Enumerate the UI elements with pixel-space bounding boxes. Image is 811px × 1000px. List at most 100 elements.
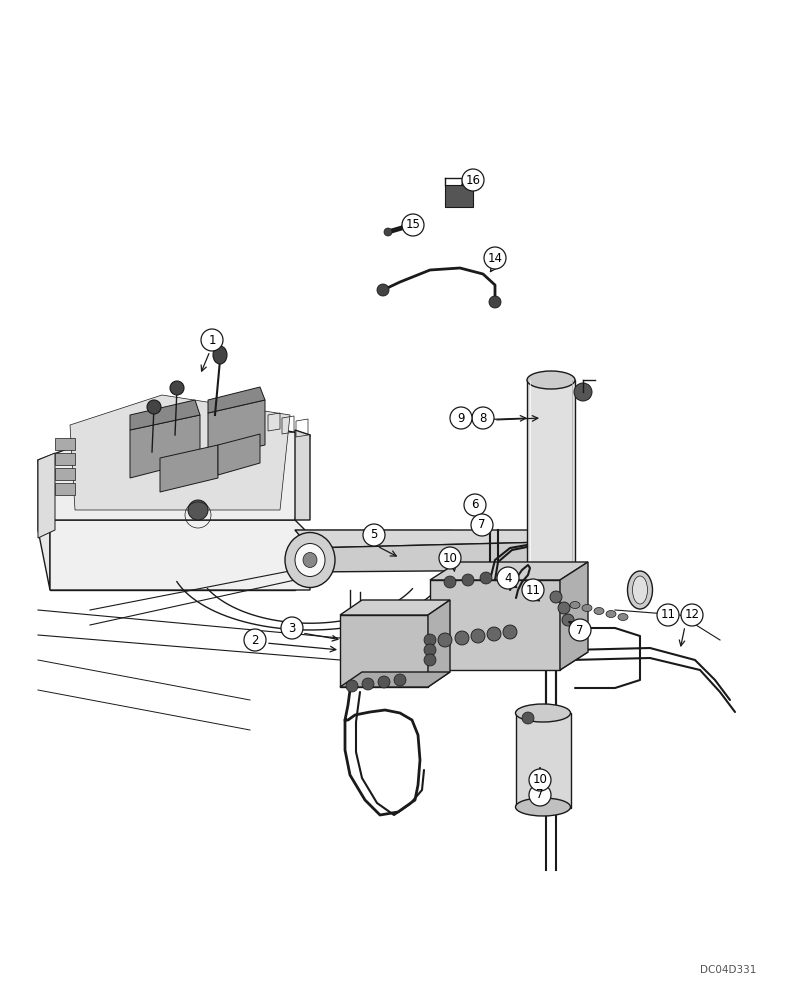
- Circle shape: [362, 678, 374, 690]
- Text: 16: 16: [465, 174, 480, 187]
- Polygon shape: [38, 460, 50, 590]
- Circle shape: [479, 572, 491, 584]
- Circle shape: [423, 644, 436, 656]
- Circle shape: [528, 784, 551, 806]
- Circle shape: [444, 576, 456, 588]
- Polygon shape: [340, 600, 449, 615]
- Text: 10: 10: [442, 552, 457, 564]
- Text: 8: 8: [478, 412, 486, 424]
- Text: 6: 6: [470, 498, 478, 512]
- Circle shape: [378, 676, 389, 688]
- Polygon shape: [160, 445, 217, 492]
- Bar: [55, 483, 75, 495]
- Text: 15: 15: [405, 219, 420, 232]
- Circle shape: [463, 494, 486, 516]
- Ellipse shape: [303, 552, 316, 568]
- Circle shape: [461, 574, 474, 586]
- Text: 7: 7: [576, 624, 583, 637]
- Circle shape: [521, 712, 534, 724]
- Polygon shape: [38, 453, 55, 538]
- Bar: [430, 580, 560, 670]
- Text: 11: 11: [525, 584, 540, 596]
- Polygon shape: [208, 387, 264, 413]
- Circle shape: [488, 296, 500, 308]
- Circle shape: [557, 602, 569, 614]
- Polygon shape: [38, 410, 310, 520]
- Ellipse shape: [605, 610, 616, 617]
- Text: 1: 1: [208, 334, 216, 347]
- Circle shape: [281, 617, 303, 639]
- Ellipse shape: [526, 371, 574, 389]
- Circle shape: [454, 631, 469, 645]
- Ellipse shape: [294, 544, 324, 576]
- Polygon shape: [340, 672, 449, 687]
- Circle shape: [569, 619, 590, 641]
- Polygon shape: [70, 395, 290, 510]
- Circle shape: [471, 407, 493, 429]
- Polygon shape: [130, 415, 200, 478]
- Ellipse shape: [627, 571, 652, 609]
- Circle shape: [439, 547, 461, 569]
- Polygon shape: [430, 562, 587, 580]
- Circle shape: [401, 214, 423, 236]
- Circle shape: [573, 383, 591, 401]
- Text: 9: 9: [457, 412, 464, 424]
- Circle shape: [423, 654, 436, 666]
- Text: 7: 7: [478, 518, 485, 532]
- Circle shape: [487, 627, 500, 641]
- Circle shape: [169, 381, 184, 395]
- Text: DC04D331: DC04D331: [699, 965, 755, 975]
- Circle shape: [561, 614, 573, 626]
- Bar: [55, 438, 75, 450]
- Circle shape: [423, 634, 436, 646]
- Polygon shape: [50, 520, 310, 590]
- Circle shape: [497, 570, 509, 582]
- Ellipse shape: [617, 613, 627, 620]
- Circle shape: [470, 629, 484, 643]
- Circle shape: [656, 604, 678, 626]
- Circle shape: [549, 591, 561, 603]
- Circle shape: [147, 400, 161, 414]
- Ellipse shape: [515, 798, 570, 816]
- Text: 7: 7: [535, 788, 543, 801]
- Circle shape: [483, 247, 505, 269]
- Polygon shape: [208, 400, 264, 458]
- Text: 10: 10: [532, 773, 547, 786]
- Circle shape: [528, 769, 551, 791]
- Circle shape: [384, 228, 392, 236]
- Ellipse shape: [632, 576, 646, 604]
- Text: 12: 12: [684, 608, 698, 621]
- Text: 5: 5: [370, 528, 377, 542]
- Polygon shape: [427, 600, 449, 687]
- Circle shape: [201, 329, 223, 351]
- Circle shape: [470, 514, 492, 536]
- Circle shape: [680, 604, 702, 626]
- Ellipse shape: [212, 346, 227, 364]
- Circle shape: [376, 284, 388, 296]
- Circle shape: [243, 629, 266, 651]
- Text: 4: 4: [504, 572, 511, 584]
- Text: 3: 3: [288, 621, 295, 635]
- Circle shape: [345, 680, 358, 692]
- Circle shape: [496, 567, 518, 589]
- Text: 2: 2: [251, 634, 259, 647]
- Circle shape: [521, 579, 543, 601]
- Ellipse shape: [515, 704, 570, 722]
- Polygon shape: [217, 434, 260, 475]
- Text: 11: 11: [659, 608, 675, 621]
- Text: 14: 14: [487, 251, 502, 264]
- Circle shape: [363, 524, 384, 546]
- Bar: [340, 615, 427, 687]
- Bar: [55, 453, 75, 465]
- Ellipse shape: [594, 607, 603, 614]
- Polygon shape: [50, 520, 294, 590]
- Ellipse shape: [569, 601, 579, 608]
- Bar: [526, 380, 574, 640]
- Polygon shape: [130, 400, 200, 430]
- Circle shape: [461, 169, 483, 191]
- Circle shape: [502, 625, 517, 639]
- Polygon shape: [294, 530, 547, 548]
- Ellipse shape: [581, 604, 591, 611]
- Ellipse shape: [285, 532, 335, 587]
- Circle shape: [449, 407, 471, 429]
